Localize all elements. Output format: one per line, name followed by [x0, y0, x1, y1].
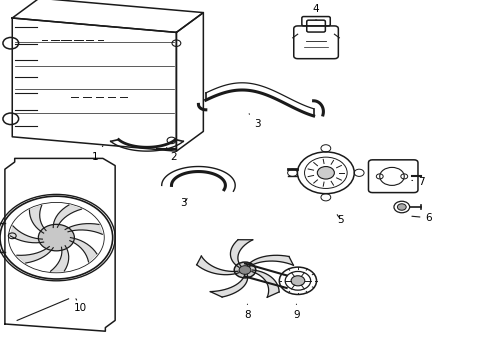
- Polygon shape: [29, 206, 46, 233]
- Circle shape: [239, 266, 251, 274]
- Text: 7: 7: [412, 177, 425, 187]
- Polygon shape: [65, 224, 102, 234]
- Circle shape: [291, 276, 305, 286]
- Polygon shape: [210, 274, 247, 297]
- Polygon shape: [70, 238, 97, 262]
- Text: 10: 10: [74, 299, 87, 313]
- Circle shape: [45, 229, 68, 246]
- Text: 4: 4: [313, 4, 319, 20]
- Text: 6: 6: [412, 213, 432, 223]
- Polygon shape: [17, 247, 53, 263]
- Circle shape: [51, 234, 62, 242]
- Polygon shape: [247, 255, 294, 266]
- Polygon shape: [50, 246, 69, 271]
- Text: 3: 3: [249, 114, 261, 129]
- Text: 3: 3: [180, 198, 187, 208]
- Circle shape: [318, 167, 334, 179]
- Polygon shape: [230, 240, 253, 267]
- Circle shape: [38, 224, 74, 251]
- Circle shape: [397, 204, 406, 210]
- Text: 5: 5: [337, 215, 344, 225]
- Text: 2: 2: [167, 148, 177, 162]
- Polygon shape: [53, 205, 81, 228]
- Polygon shape: [10, 226, 44, 243]
- Polygon shape: [196, 256, 239, 275]
- Text: 8: 8: [244, 304, 251, 320]
- Polygon shape: [252, 270, 279, 297]
- Text: 1: 1: [92, 146, 103, 162]
- Text: 9: 9: [293, 304, 300, 320]
- Circle shape: [234, 262, 256, 278]
